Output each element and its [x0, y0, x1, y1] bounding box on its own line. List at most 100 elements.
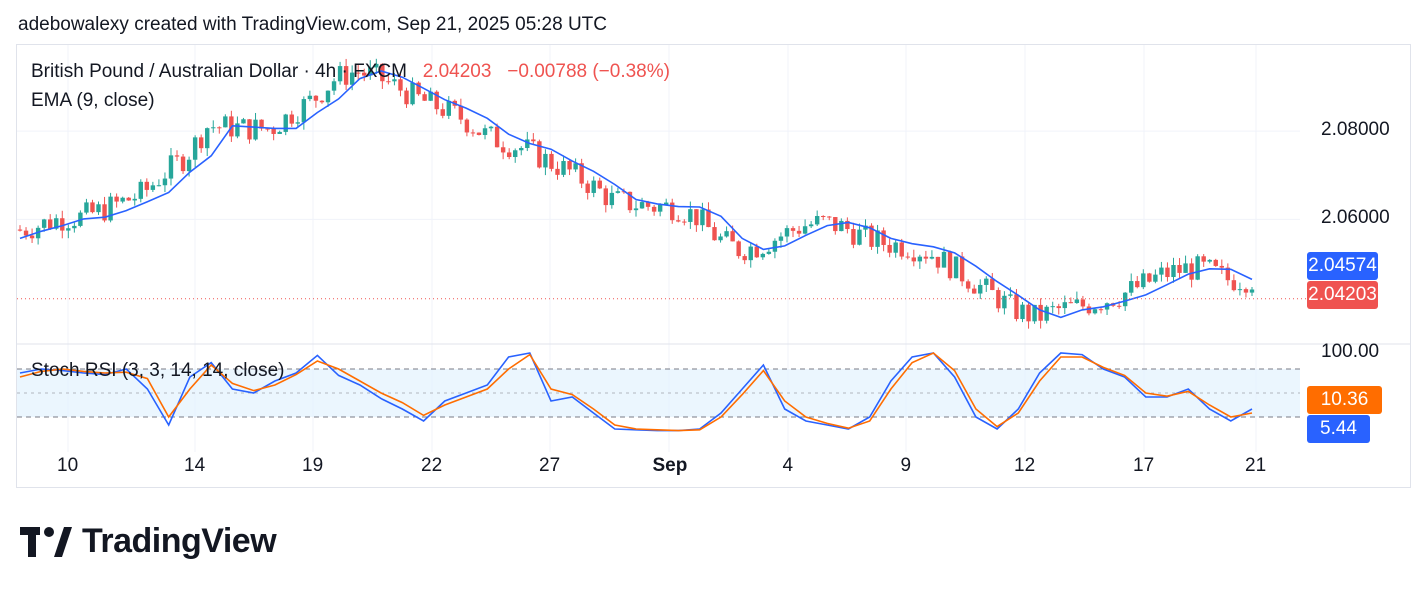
candle-body [247, 119, 252, 140]
candle-body [162, 178, 168, 186]
candle-body [978, 284, 983, 294]
candle-body [500, 147, 506, 153]
candle-body [337, 66, 343, 82]
candle-body [54, 218, 59, 229]
candle-body [265, 128, 270, 130]
candle-body [899, 242, 904, 257]
candle-body [706, 209, 711, 228]
candle-body [192, 137, 198, 160]
candle-body [422, 94, 427, 101]
candle-body [289, 114, 294, 124]
candle-body [440, 109, 445, 116]
candle-body [1074, 299, 1080, 303]
candle-body [241, 119, 246, 124]
stoch-k-label: 10.36 [1307, 386, 1382, 414]
candle-body [597, 180, 602, 189]
candle-body [821, 216, 826, 218]
candle-body [1171, 265, 1176, 278]
candle-body [1044, 306, 1049, 321]
candle-body [1092, 309, 1098, 314]
candle-body [1050, 306, 1055, 308]
stoch-band-fill [17, 369, 1300, 417]
candle-body [307, 95, 313, 100]
candle-body [1147, 273, 1152, 282]
candle-body [561, 161, 566, 175]
candle-body [682, 221, 687, 223]
ema-legend: EMA (9, close) [31, 90, 155, 111]
candle-body [138, 181, 143, 199]
candle-body [150, 185, 156, 190]
candle-body [464, 119, 470, 133]
candle-body [766, 251, 772, 254]
candle-body [253, 119, 258, 140]
x-tick-label: 19 [302, 455, 324, 476]
candle-body [802, 226, 808, 234]
candle-body [579, 163, 584, 184]
candle-body [839, 220, 844, 232]
candle-body [29, 235, 35, 239]
candle-body [283, 114, 288, 132]
candle-body [513, 150, 518, 158]
candle-body [271, 128, 276, 134]
last-price-legend: 2.04203 [422, 61, 492, 82]
candle-body [23, 230, 29, 236]
candle-body [1153, 274, 1158, 282]
candle-body [827, 216, 832, 218]
candle-body [959, 256, 965, 282]
candle-body [277, 131, 282, 134]
candle-body [651, 206, 657, 212]
candle-body [1116, 305, 1122, 307]
candle-body [712, 227, 717, 241]
candle-body [971, 288, 977, 294]
x-tick-label: 4 [782, 455, 794, 476]
candle-body [663, 202, 669, 205]
candle-body [772, 240, 778, 252]
candle-body [748, 246, 753, 261]
stoch-rsi-legend: Stoch RSI (3, 3, 14, 14, close) [31, 360, 285, 381]
candle-body [368, 67, 373, 76]
candle-body [60, 218, 65, 231]
candle-body [476, 132, 482, 135]
candle-body [506, 152, 512, 158]
candle-body [90, 202, 95, 213]
candle-body [754, 246, 759, 258]
candle-body [857, 229, 862, 245]
candle-body [531, 139, 536, 142]
tradingview-logo[interactable]: TradingView [20, 522, 277, 561]
candle-body [108, 196, 113, 221]
candle-body [1129, 281, 1134, 293]
candle-body [72, 225, 77, 229]
candle-body [482, 128, 488, 135]
candle-body [186, 159, 192, 172]
candle-body [639, 202, 645, 209]
candle-body [917, 256, 923, 262]
candle-body [657, 204, 663, 212]
stoch-lines [19, 352, 1253, 432]
candle-body [760, 253, 766, 258]
x-tick-label: 21 [1245, 455, 1267, 476]
candle-body [863, 225, 868, 230]
candle-body [313, 95, 319, 101]
candle-body [718, 236, 723, 241]
candle-body [984, 278, 989, 285]
candle-body [374, 63, 379, 68]
x-tick-label: 22 [421, 455, 443, 476]
candle-body [1249, 289, 1255, 293]
candle-body [688, 209, 693, 222]
candle-body [573, 163, 578, 170]
candle-body [1141, 273, 1146, 288]
symbol-legend: British Pound / Australian Dollar · 4h ·… [31, 61, 670, 83]
x-tick-label: 14 [184, 455, 206, 476]
candle-body [168, 155, 174, 179]
candle-body [784, 228, 790, 237]
candle-body [1237, 289, 1243, 291]
candle-body [549, 153, 554, 169]
candle-body [941, 251, 947, 268]
candle-body [990, 278, 995, 291]
candle-body [458, 105, 464, 120]
candle-body [223, 116, 228, 128]
candle-body [519, 148, 524, 151]
candle-body [1219, 265, 1225, 268]
candle-body [953, 256, 959, 279]
